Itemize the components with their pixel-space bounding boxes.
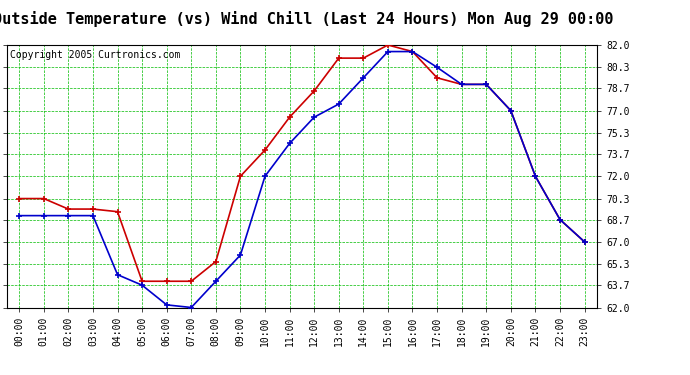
Text: Copyright 2005 Curtronics.com: Copyright 2005 Curtronics.com: [10, 50, 180, 60]
Text: Outside Temperature (vs) Wind Chill (Last 24 Hours) Mon Aug 29 00:00: Outside Temperature (vs) Wind Chill (Las…: [0, 11, 614, 27]
